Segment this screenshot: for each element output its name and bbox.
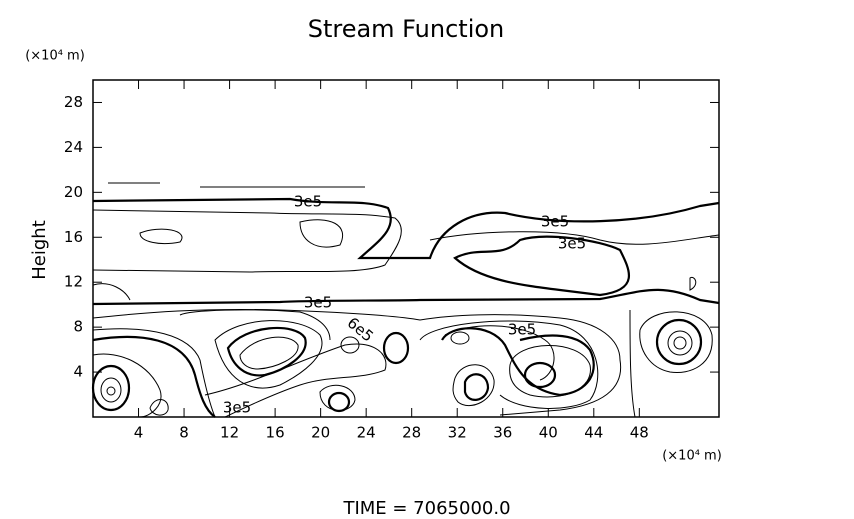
x-tick-label: 44 <box>584 424 603 442</box>
y-tick-label: 20 <box>64 183 83 201</box>
y-tick-label: 24 <box>64 138 83 156</box>
x-tick-label: 36 <box>493 424 512 442</box>
x-tick-label: 40 <box>539 424 558 442</box>
x-tick-label: 28 <box>402 424 421 442</box>
y-unit: (×10⁴ m) <box>25 49 85 64</box>
x-tick-label: 20 <box>311 424 330 442</box>
x-tick-label: 48 <box>630 424 649 442</box>
y-tick-label: 16 <box>64 228 83 246</box>
x-tick-label: 16 <box>266 424 285 442</box>
contour-label: 3e5 <box>508 321 536 339</box>
contour-label: 3e5 <box>294 193 322 211</box>
y-tick-label: 28 <box>64 93 83 111</box>
x-tick-label: 32 <box>448 424 467 442</box>
contours <box>91 182 720 418</box>
footer: TIME = 7065000.0 <box>342 498 510 519</box>
y-tick-label: 12 <box>64 273 83 291</box>
y-tick-label: 8 <box>73 318 83 336</box>
x-tick-label: 12 <box>220 424 239 442</box>
contour-label: 6e5 <box>344 314 377 346</box>
x-unit: (×10⁴ m) <box>662 449 722 464</box>
x-tick-label: 8 <box>179 424 189 442</box>
x-tick-label: 4 <box>134 424 144 442</box>
y-tick-label: 4 <box>73 363 83 381</box>
contour-label: 3e5 <box>304 294 332 312</box>
y-axis-label: Height <box>29 220 50 280</box>
contour-label: 3e5 <box>558 235 586 253</box>
x-tick-label: 24 <box>357 424 376 442</box>
contour-label: 3e5 <box>223 399 251 417</box>
plot-frame <box>92 79 720 418</box>
chart-title: Stream Function <box>308 15 505 43</box>
contour-label: 3e5 <box>541 213 569 231</box>
